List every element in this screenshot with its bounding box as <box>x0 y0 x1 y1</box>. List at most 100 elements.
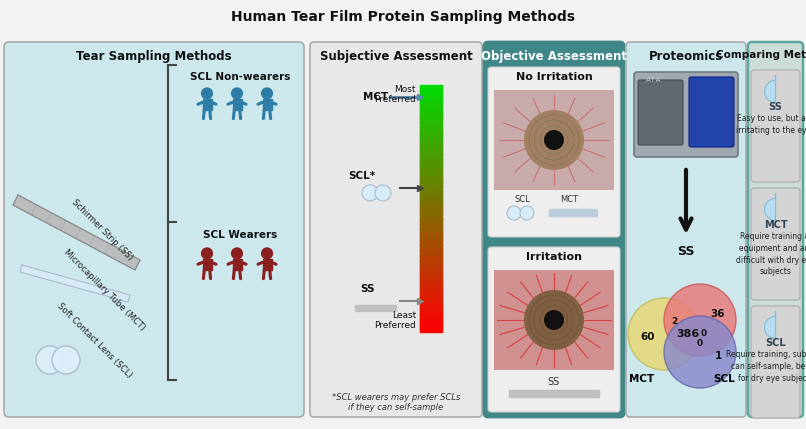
Text: Objective Assessment: Objective Assessment <box>481 50 627 63</box>
Text: SS: SS <box>769 102 783 112</box>
Bar <box>420 292 442 294</box>
Bar <box>420 283 442 285</box>
Circle shape <box>507 206 521 220</box>
Bar <box>420 326 442 329</box>
Text: No Irritation: No Irritation <box>516 72 592 82</box>
Bar <box>420 297 442 299</box>
Bar <box>420 126 442 128</box>
Bar <box>420 249 442 251</box>
Bar <box>420 304 442 306</box>
Circle shape <box>262 248 272 259</box>
Bar <box>420 198 442 200</box>
Bar <box>420 223 442 225</box>
Bar <box>420 217 442 219</box>
Bar <box>420 96 442 98</box>
Bar <box>420 101 442 103</box>
Bar <box>420 171 442 173</box>
FancyBboxPatch shape <box>751 70 800 182</box>
Bar <box>420 128 442 130</box>
Bar <box>420 151 442 154</box>
FancyBboxPatch shape <box>626 42 746 417</box>
Bar <box>420 278 442 281</box>
Bar <box>420 211 442 213</box>
Bar <box>420 113 442 115</box>
Bar <box>420 166 442 169</box>
Bar <box>420 323 442 325</box>
Bar <box>420 127 442 129</box>
Bar <box>420 261 442 263</box>
Polygon shape <box>263 99 272 109</box>
Bar <box>420 185 442 187</box>
Text: MCT: MCT <box>363 92 388 102</box>
Bar <box>420 193 442 196</box>
Text: Human Tear Film Protein Sampling Methods: Human Tear Film Protein Sampling Methods <box>231 10 575 24</box>
Bar <box>420 182 442 184</box>
Bar <box>420 255 442 257</box>
Bar <box>420 287 442 289</box>
Text: 0: 0 <box>697 339 703 348</box>
Circle shape <box>202 248 213 259</box>
FancyBboxPatch shape <box>488 247 620 412</box>
Bar <box>420 329 442 331</box>
Bar <box>420 90 442 92</box>
Text: Require training, subjects
can self-sample, better
for dry eye subjects: Require training, subjects can self-samp… <box>726 350 806 383</box>
Bar <box>420 160 442 162</box>
Text: 386: 386 <box>676 329 700 339</box>
Bar <box>420 95 442 97</box>
Bar <box>420 157 442 159</box>
Bar <box>420 302 442 304</box>
Text: 36: 36 <box>711 309 725 319</box>
Bar <box>420 300 442 303</box>
Polygon shape <box>232 99 242 109</box>
Bar <box>420 118 442 121</box>
Bar <box>420 233 442 235</box>
Bar <box>420 310 442 313</box>
Bar <box>420 99 442 101</box>
Bar <box>420 140 442 142</box>
Bar <box>420 270 442 272</box>
Bar <box>420 88 442 90</box>
Bar <box>420 201 442 203</box>
Bar <box>420 130 442 133</box>
Bar <box>420 105 442 107</box>
Bar <box>420 309 442 311</box>
Bar <box>420 154 442 156</box>
Bar <box>420 227 442 229</box>
Bar <box>420 196 442 198</box>
Bar <box>420 305 442 308</box>
FancyBboxPatch shape <box>4 42 304 417</box>
Text: 1: 1 <box>714 351 721 361</box>
Text: Easy to use, but are
irritating to the eyes: Easy to use, but are irritating to the e… <box>736 114 806 135</box>
Circle shape <box>262 88 272 99</box>
Polygon shape <box>765 194 775 221</box>
Text: MCT: MCT <box>560 195 578 204</box>
Bar <box>420 169 442 171</box>
Circle shape <box>231 248 243 259</box>
Bar <box>420 281 442 283</box>
FancyBboxPatch shape <box>638 80 683 145</box>
Polygon shape <box>232 259 242 269</box>
Bar <box>420 228 442 230</box>
FancyBboxPatch shape <box>488 67 620 237</box>
Bar <box>420 277 442 279</box>
Circle shape <box>362 185 378 201</box>
Circle shape <box>520 206 534 220</box>
Polygon shape <box>549 209 597 216</box>
Bar <box>420 205 442 208</box>
Bar <box>420 293 442 295</box>
Circle shape <box>52 346 80 374</box>
Bar <box>420 245 442 247</box>
FancyBboxPatch shape <box>310 42 482 417</box>
Text: A↑A: A↑A <box>646 77 662 83</box>
Bar <box>420 110 442 112</box>
Circle shape <box>628 298 700 370</box>
Bar <box>420 299 442 302</box>
Bar <box>420 116 442 118</box>
Bar <box>420 157 442 160</box>
Circle shape <box>544 130 564 150</box>
Bar <box>420 195 442 197</box>
Text: Most
Preferred: Most Preferred <box>374 85 416 104</box>
Bar <box>420 256 442 258</box>
Bar <box>420 235 442 237</box>
Bar <box>420 236 442 239</box>
